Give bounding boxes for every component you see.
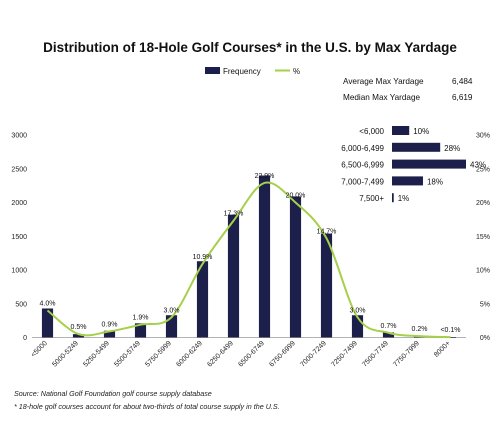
inset-value-label: 28% bbox=[444, 144, 460, 153]
y-left-tick-label: 3000 bbox=[11, 133, 27, 140]
x-axis-ticks: <5000 5000-5249 5250-5499 5500-5749 5750-599… bbox=[30, 340, 452, 369]
x-tick-label: 7750-7999 bbox=[392, 340, 421, 369]
percent-data-label: 20.0% bbox=[286, 193, 306, 200]
x-tick-label: 5250-5499 bbox=[82, 340, 111, 369]
y-right-tick-label: 5% bbox=[480, 301, 490, 308]
percent-data-label: <0.1% bbox=[440, 327, 460, 334]
inset-row-label: 6,500-6,999 bbox=[341, 161, 384, 170]
bar bbox=[72, 334, 85, 338]
y-left-tick-label: 2000 bbox=[11, 200, 27, 207]
percent-data-label: 4.0% bbox=[40, 301, 56, 308]
y-left-tick-label: 500 bbox=[15, 301, 27, 308]
bar bbox=[351, 315, 364, 338]
y-left-tick-label: 2500 bbox=[11, 166, 27, 173]
x-tick-label: 6750-6999 bbox=[268, 340, 297, 369]
y-right-tick-label: 10% bbox=[476, 268, 490, 275]
inset-value-label: 43% bbox=[470, 161, 486, 170]
percent-data-label: 10.9% bbox=[193, 254, 213, 261]
chart-title: Distribution of 18-Hole Golf Courses* in… bbox=[43, 40, 457, 55]
bar bbox=[258, 175, 271, 338]
stat-average-value: 6,484 bbox=[452, 77, 473, 86]
stat-median-value: 6,619 bbox=[452, 93, 473, 102]
inset-bar bbox=[392, 193, 394, 203]
y-right-tick-label: 30% bbox=[476, 133, 490, 140]
y-right-tick-label: 25% bbox=[476, 166, 490, 173]
inset-value-label: 1% bbox=[398, 194, 410, 203]
legend: Frequency % bbox=[205, 67, 300, 76]
y-left-tick-label: 1000 bbox=[11, 268, 27, 275]
footnote-asterisk: * 18-hole golf courses account for about… bbox=[14, 402, 280, 411]
y-axis-left: 0 500 1000 1500 2000 2500 3000 bbox=[11, 133, 27, 343]
y-right-tick-label: 0% bbox=[480, 335, 490, 342]
bar bbox=[382, 332, 395, 338]
legend-frequency-label: Frequency bbox=[223, 67, 261, 76]
x-tick-label: 6000-6249 bbox=[175, 340, 204, 369]
inset-yardage-groups: <6,000 10% 6,000-6,499 28% 6,500-6,999 43% 7,0… bbox=[341, 126, 486, 203]
y-axis-right: 0% 5% 10% 15% 20% 25% 30% bbox=[476, 133, 490, 343]
x-tick-label: 5750-5999 bbox=[144, 340, 173, 369]
x-tick-label: 8000+ bbox=[433, 340, 452, 359]
percent-data-label: 1.9% bbox=[133, 315, 149, 322]
x-tick-label: <5000 bbox=[30, 340, 49, 359]
inset-value-label: 18% bbox=[427, 177, 443, 186]
percent-data-label: 0.2% bbox=[412, 326, 428, 333]
percent-data-label: 0.9% bbox=[102, 321, 118, 328]
legend-frequency-swatch bbox=[205, 67, 220, 74]
inset-row-label: 7,000-7,499 bbox=[341, 177, 384, 186]
bar bbox=[289, 196, 302, 338]
inset-bar bbox=[392, 159, 466, 169]
bar bbox=[196, 261, 209, 338]
inset-bar bbox=[392, 126, 410, 135]
x-tick-label: 5500-5749 bbox=[113, 340, 142, 369]
y-right-tick-label: 15% bbox=[476, 234, 490, 241]
bars-series bbox=[41, 175, 457, 338]
percent-data-label: 3.0% bbox=[350, 307, 366, 314]
bar bbox=[134, 323, 147, 338]
percent-data-label: 14.7% bbox=[317, 228, 337, 235]
bar bbox=[444, 337, 457, 338]
x-tick-label: 5000-5249 bbox=[51, 340, 80, 369]
inset-bar bbox=[392, 142, 441, 152]
x-tick-label: 6250-6499 bbox=[206, 340, 235, 369]
legend-percent-label: % bbox=[293, 67, 300, 76]
percent-data-label: 22.9% bbox=[255, 173, 275, 180]
percent-data-label: 3.0% bbox=[164, 307, 180, 314]
x-tick-label: 7250-7499 bbox=[330, 340, 359, 369]
x-tick-label: 7000-7249 bbox=[299, 340, 328, 369]
percent-data-label: 0.7% bbox=[381, 323, 397, 330]
y-left-tick-label: 1500 bbox=[11, 234, 27, 241]
inset-row-label: <6,000 bbox=[359, 127, 384, 136]
bar bbox=[41, 308, 54, 338]
x-tick-label: 6500-6749 bbox=[237, 340, 266, 369]
y-right-tick-label: 20% bbox=[476, 200, 490, 207]
stat-average-label: Average Max Yardage bbox=[343, 77, 424, 86]
x-tick-label: 7500-7749 bbox=[361, 340, 390, 369]
footnote-source: Source: National Golf Foundation golf co… bbox=[14, 389, 212, 398]
percent-line-series: 4.0% 0.5% 0.9% 1.9% 3.0% 10.9% 17.3% 22.9% 20.0%… bbox=[40, 173, 461, 339]
stat-median-label: Median Max Yardage bbox=[343, 93, 421, 102]
bar bbox=[227, 214, 240, 338]
y-left-tick-label: 0 bbox=[23, 335, 27, 342]
inset-value-label: 10% bbox=[413, 127, 429, 136]
inset-row-label: 6,000-6,499 bbox=[341, 144, 384, 153]
percent-line bbox=[46, 181, 451, 339]
stats-block: Average Max Yardage 6,484 Median Max Yar… bbox=[343, 77, 473, 102]
bar bbox=[103, 330, 116, 338]
inset-bar bbox=[392, 176, 423, 186]
bar bbox=[165, 315, 178, 338]
percent-data-label: 0.5% bbox=[71, 324, 87, 331]
percent-data-label: 17.3% bbox=[224, 211, 244, 218]
bar bbox=[320, 233, 333, 338]
inset-row-label: 7,500+ bbox=[359, 194, 384, 203]
